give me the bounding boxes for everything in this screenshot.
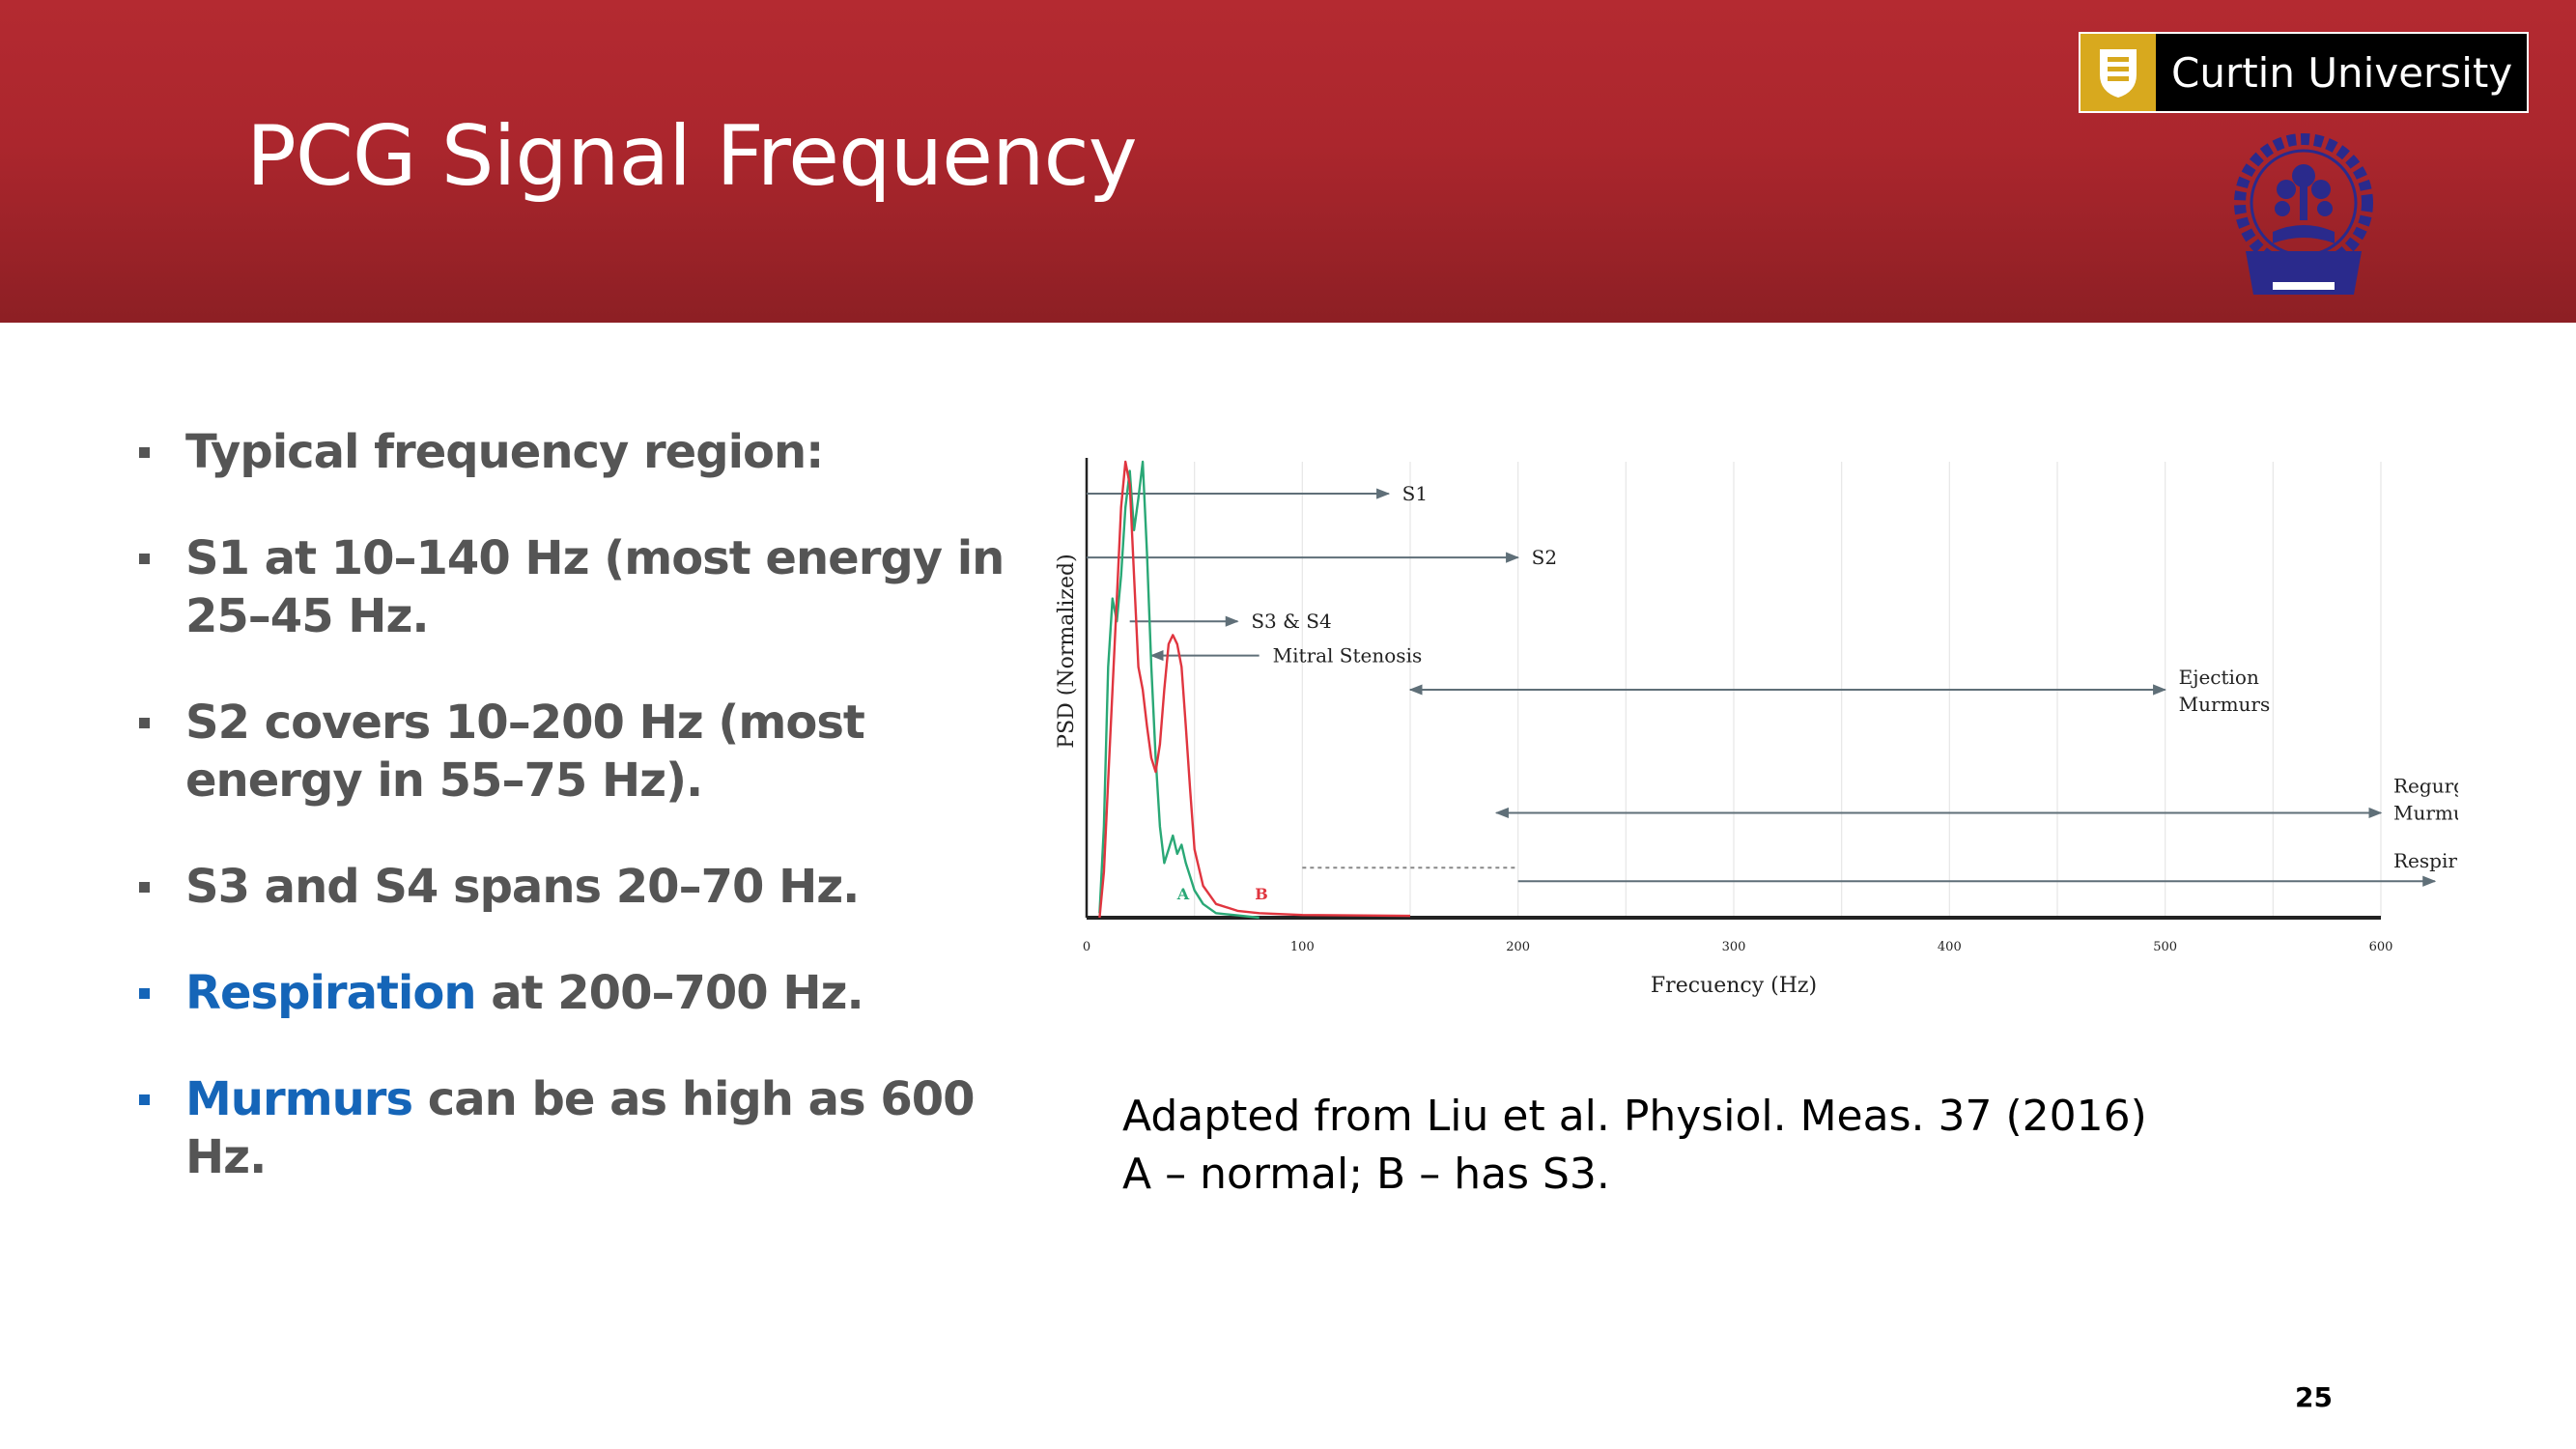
curtin-crest-icon (2081, 34, 2156, 111)
annotation-label: S1 (1402, 482, 1428, 505)
series-line-b (1098, 460, 1411, 919)
series-line-a (1098, 460, 1260, 920)
bullet-marker (139, 882, 150, 893)
page-number: 25 (2295, 1381, 2333, 1413)
bullet-item: Murmurs can be as high as 600 Hz. (135, 1070, 1005, 1186)
title-bar: PCG Signal Frequency Curtin University (0, 0, 2576, 323)
x-tick-label: 400 (1938, 940, 1962, 954)
bullet-marker (139, 718, 150, 728)
annotation-label: Regurgitation (2393, 774, 2458, 797)
series-label: A (1176, 885, 1190, 903)
x-axis-label: Frecuency (Hz) (1651, 974, 1817, 998)
caption-source: Adapted from Liu et al. Physiol. Meas. 3… (1122, 1092, 2147, 1141)
annotation-label: Respiration (2393, 849, 2458, 872)
x-tick-label: 100 (1290, 940, 1315, 954)
x-tick-label: 200 (1506, 940, 1530, 954)
annotation-label: Ejection (2179, 666, 2259, 689)
bullet-marker (139, 1094, 150, 1105)
psd-chart: 0 100 200 300 400 500 600 Frecuency (Hz) PSD (No… (1055, 458, 2458, 998)
bullet-item: Typical frequency region: (135, 423, 1005, 481)
logo-text: Curtin University (2171, 48, 2513, 97)
bullet-highlight: Respiration (185, 966, 477, 1020)
figure-caption: Adapted from Liu et al. Physiol. Meas. 3… (1122, 1088, 2147, 1204)
bullet-item: S2 covers 10–200 Hz (most energy in 55–7… (135, 694, 1005, 810)
bullet-highlight: Murmurs (185, 1072, 413, 1126)
annotation-label: S2 (1532, 546, 1557, 569)
annotation-label: Murmurs (2393, 801, 2458, 824)
annotation-label: S3 & S4 (1251, 610, 1331, 633)
bullet-item: S3 and S4 spans 20–70 Hz. (135, 858, 1005, 916)
curtin-logo: Curtin University (2079, 32, 2529, 113)
bullet-marker (139, 988, 150, 999)
slide-title: PCG Signal Frequency (246, 108, 1138, 205)
x-tick-label: 300 (1722, 940, 1746, 954)
bullet-item: Respiration at 200–700 Hz. (135, 964, 1005, 1022)
annotation-label: Murmurs (2179, 693, 2271, 716)
x-tick-label: 500 (2153, 940, 2177, 954)
bullet-item: S1 at 10–140 Hz (most energy in 25–45 Hz… (135, 529, 1005, 645)
x-tick-label: 0 (1083, 940, 1090, 954)
bullet-list: Typical frequency region: S1 at 10–140 H… (135, 423, 1005, 1235)
institute-seal-icon (2234, 133, 2373, 295)
series-label: B (1255, 885, 1268, 903)
bullet-marker (139, 447, 150, 458)
bullet-marker (139, 554, 150, 564)
annotation-label: Mitral Stenosis (1273, 644, 1423, 668)
caption-note: A – normal; B – has S3. (1122, 1150, 1610, 1199)
x-tick-label: 600 (2369, 940, 2393, 954)
y-axis-label: PSD (Normalized) (1055, 554, 1079, 748)
